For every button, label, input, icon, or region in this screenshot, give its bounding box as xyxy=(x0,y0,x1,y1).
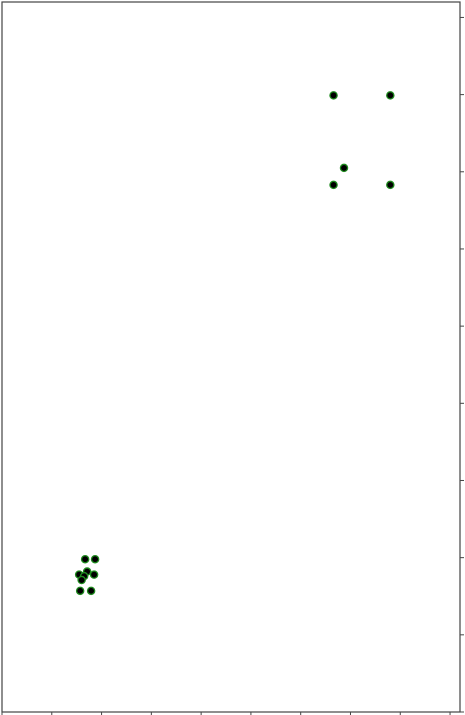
data-point-1 xyxy=(90,554,100,564)
data-point-11 xyxy=(339,163,349,173)
data-point-13 xyxy=(386,180,395,190)
data-point-10 xyxy=(386,91,395,100)
data-points xyxy=(74,91,395,596)
data-point-5 xyxy=(89,570,99,579)
data-point-0 xyxy=(80,554,90,564)
axis-ticks xyxy=(1,16,464,715)
data-point-7 xyxy=(75,586,85,596)
data-point-6 xyxy=(77,575,86,585)
data-point-9 xyxy=(329,91,338,100)
data-point-8 xyxy=(86,586,96,596)
data-point-12 xyxy=(329,180,338,190)
